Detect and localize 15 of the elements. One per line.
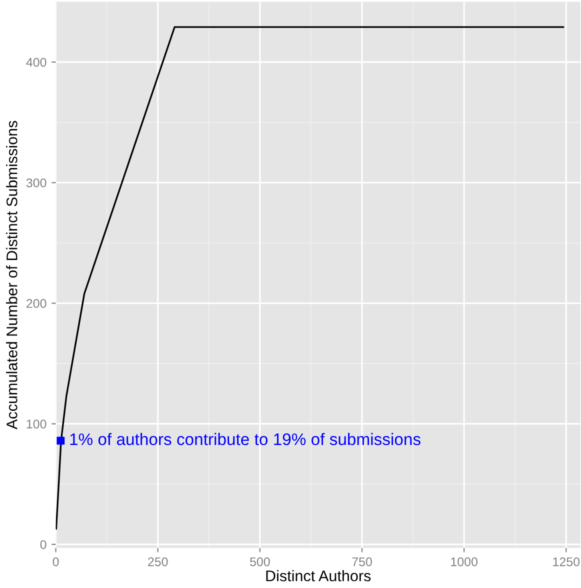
x-axis-title: Distinct Authors <box>266 570 371 582</box>
x-tick-label: 0 <box>52 557 59 566</box>
annotation: 1% of authors contribute to 19% of submissions <box>70 432 420 446</box>
y-tick-label: 200 <box>26 299 46 308</box>
y-tick-label: 400 <box>26 58 46 67</box>
y-tick-label: 100 <box>26 420 46 428</box>
y-axis-title: Accumulated Number of Distinct Submissions <box>6 120 18 430</box>
y-tick-label: 300 <box>26 178 46 188</box>
y-tick-label: 0 <box>40 540 46 550</box>
line-series <box>56 26 564 530</box>
x-tick-label: 500 <box>250 557 270 566</box>
x-tick-label: 1000 <box>451 557 478 566</box>
x-tick-label: 1250 <box>553 557 580 566</box>
x-tick-label: 250 <box>148 557 168 566</box>
x-tick-label: 750 <box>352 557 372 566</box>
